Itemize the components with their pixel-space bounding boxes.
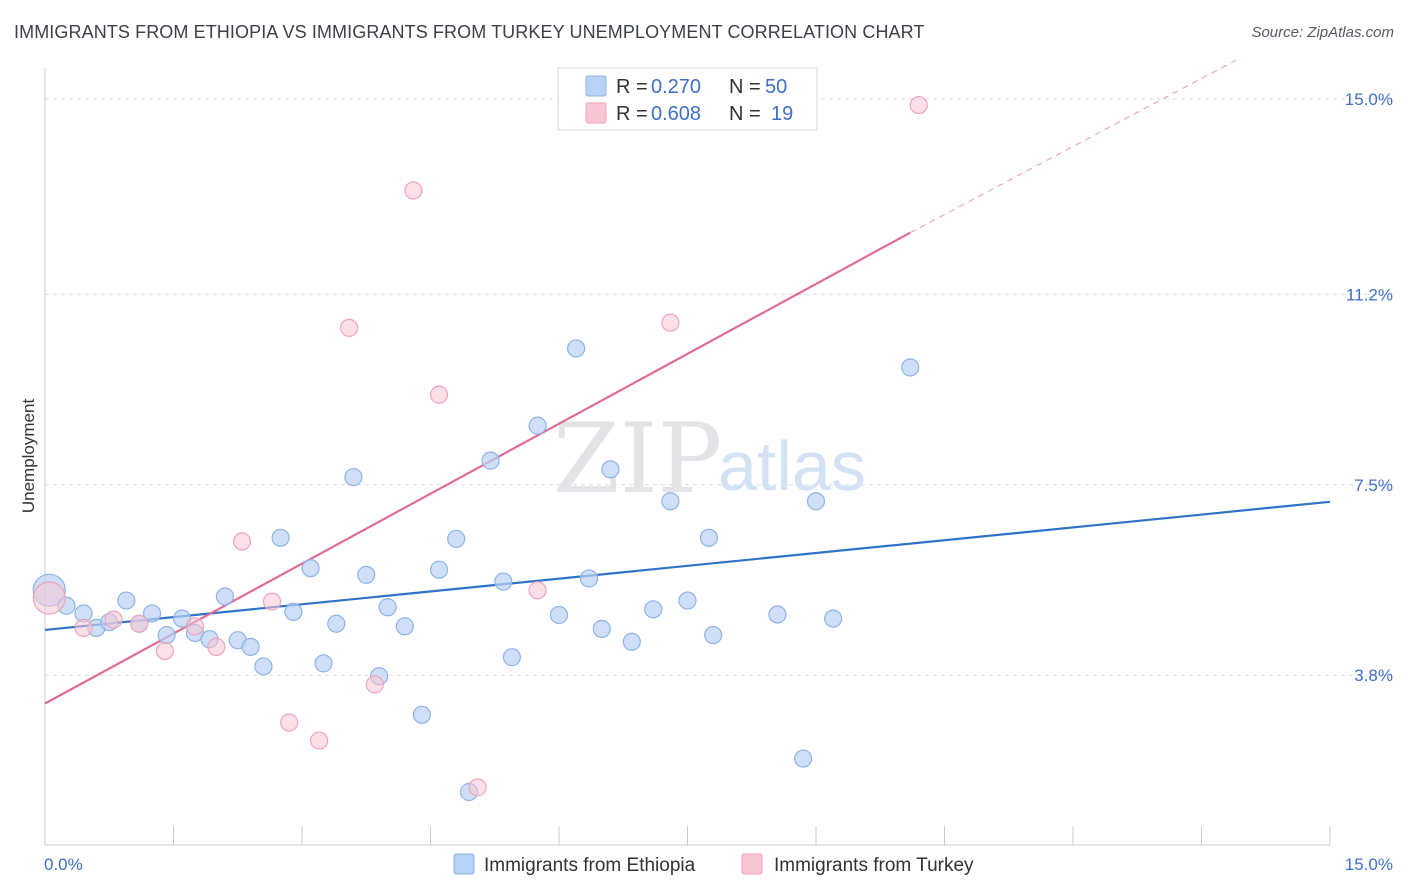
- bottom-legend: Immigrants from Ethiopia Immigrants from…: [453, 853, 974, 876]
- point-turkey-10: [310, 731, 329, 750]
- point-turkey-8: [262, 592, 282, 611]
- bottom-legend-swatch-ethiopia: [453, 853, 475, 875]
- point-ethiopia-30: [481, 451, 500, 470]
- legend-n-value-turkey: 19: [771, 103, 793, 125]
- point-turkey-9: [280, 713, 299, 732]
- point-turkey-4: [155, 641, 175, 661]
- legend-r-value-ethiopia: 0.270: [651, 76, 701, 98]
- trend-line-ethiopia: [44, 500, 1331, 632]
- legend-n-label-ethiopia: N =: [729, 76, 761, 98]
- point-ethiopia-48: [824, 609, 843, 628]
- bottom-legend-label-ethiopia: Immigrants from Ethiopia: [484, 855, 696, 876]
- x-tick-label-min: 0.0%: [44, 855, 83, 874]
- point-ethiopia-18: [301, 559, 320, 578]
- watermark-atlas: atlas: [718, 427, 866, 505]
- legend-r-label-ethiopia: R =: [616, 76, 648, 98]
- point-ethiopia-41: [661, 492, 680, 511]
- y-tick-label-1: 7.5%: [1354, 476, 1393, 495]
- point-ethiopia-44: [704, 625, 723, 645]
- point-ethiopia-17: [284, 602, 303, 622]
- point-ethiopia-25: [395, 617, 414, 636]
- point-ethiopia-8: [157, 625, 176, 645]
- point-turkey-11: [340, 318, 359, 337]
- legend-swatch-turkey: [585, 102, 607, 124]
- point-ethiopia-24: [378, 598, 397, 617]
- y-axis-label: Unemployment: [19, 399, 38, 514]
- point-ethiopia-21: [344, 467, 363, 487]
- y-tick-label-3: 15.0%: [1345, 90, 1393, 109]
- y-tick-label-0: 3.8%: [1354, 666, 1393, 685]
- top-legend: R = 0.270 N = 50 R = 0.608 N = 19: [557, 67, 818, 131]
- point-ethiopia-12: [215, 587, 234, 606]
- point-turkey-13: [404, 181, 423, 200]
- point-ethiopia-47: [806, 492, 826, 511]
- point-turkey-17: [661, 313, 680, 332]
- point-ethiopia-7: [142, 604, 162, 623]
- point-ethiopia-14: [241, 637, 260, 656]
- point-ethiopia-43: [699, 528, 719, 547]
- point-ethiopia-27: [429, 560, 449, 579]
- legend-n-label-turkey: N =: [729, 103, 761, 125]
- watermark-zip: ZIP: [553, 403, 722, 515]
- y-tick-labels: 3.8% 7.5% 11.2% 15.0%: [1345, 90, 1393, 685]
- x-tick-labels: 0.0% 15.0%: [44, 855, 1393, 874]
- axes: [44, 68, 1331, 846]
- point-ethiopia-5: [117, 591, 136, 610]
- bottom-legend-label-turkey: Immigrants from Turkey: [774, 855, 974, 876]
- point-turkey-16: [528, 581, 547, 600]
- bottom-legend-swatch-turkey: [741, 853, 763, 875]
- point-ethiopia-45: [768, 605, 787, 624]
- point-ethiopia-16: [271, 528, 290, 547]
- point-ethiopia-34: [549, 605, 569, 625]
- point-ethiopia-46: [794, 749, 813, 768]
- point-ethiopia-39: [622, 632, 641, 651]
- point-ethiopia-33: [528, 416, 547, 435]
- point-ethiopia-38: [601, 460, 620, 479]
- point-turkey-7: [232, 532, 252, 551]
- legend-r-label-turkey: R =: [616, 103, 648, 125]
- point-turkey-15: [468, 778, 487, 797]
- point-turkey-6: [207, 637, 226, 656]
- point-ethiopia-22: [357, 565, 376, 584]
- point-turkey-1: [74, 618, 93, 637]
- point-ethiopia-19: [314, 654, 333, 673]
- watermark: ZIP atlas: [553, 403, 866, 515]
- point-turkey-0: [32, 581, 66, 615]
- point-ethiopia-15: [254, 657, 273, 676]
- point-turkey-14: [429, 385, 449, 404]
- trend-line-turkey-extension: [909, 59, 1237, 234]
- legend-swatch-ethiopia: [585, 75, 607, 97]
- point-ethiopia-40: [644, 600, 663, 619]
- point-turkey-3: [130, 614, 149, 633]
- y-tick-label-2: 11.2%: [1346, 285, 1393, 304]
- point-turkey-2: [104, 610, 123, 629]
- legend-r-value-turkey: 0.608: [651, 103, 701, 125]
- x-tick-label-max: 15.0%: [1345, 855, 1393, 874]
- point-ethiopia-28: [447, 529, 466, 548]
- point-ethiopia-37: [592, 619, 611, 638]
- point-ethiopia-31: [494, 572, 513, 591]
- point-ethiopia-42: [678, 591, 697, 610]
- grid-lines: [45, 98, 1392, 676]
- source-label: Source: ZipAtlas.com: [1251, 24, 1394, 41]
- point-turkey-5: [185, 617, 205, 636]
- point-ethiopia-26: [412, 705, 432, 724]
- point-ethiopia-36: [579, 569, 599, 588]
- chart-title: IMMIGRANTS FROM ETHIOPIA VS IMMIGRANTS F…: [14, 22, 925, 42]
- data-points: [32, 95, 928, 802]
- point-turkey-12: [365, 675, 384, 694]
- point-ethiopia-35: [567, 339, 586, 358]
- legend-n-value-ethiopia: 50: [765, 76, 787, 98]
- point-turkey-18: [909, 95, 928, 115]
- point-ethiopia-32: [502, 648, 521, 667]
- point-ethiopia-20: [327, 614, 346, 633]
- point-ethiopia-49: [901, 358, 920, 377]
